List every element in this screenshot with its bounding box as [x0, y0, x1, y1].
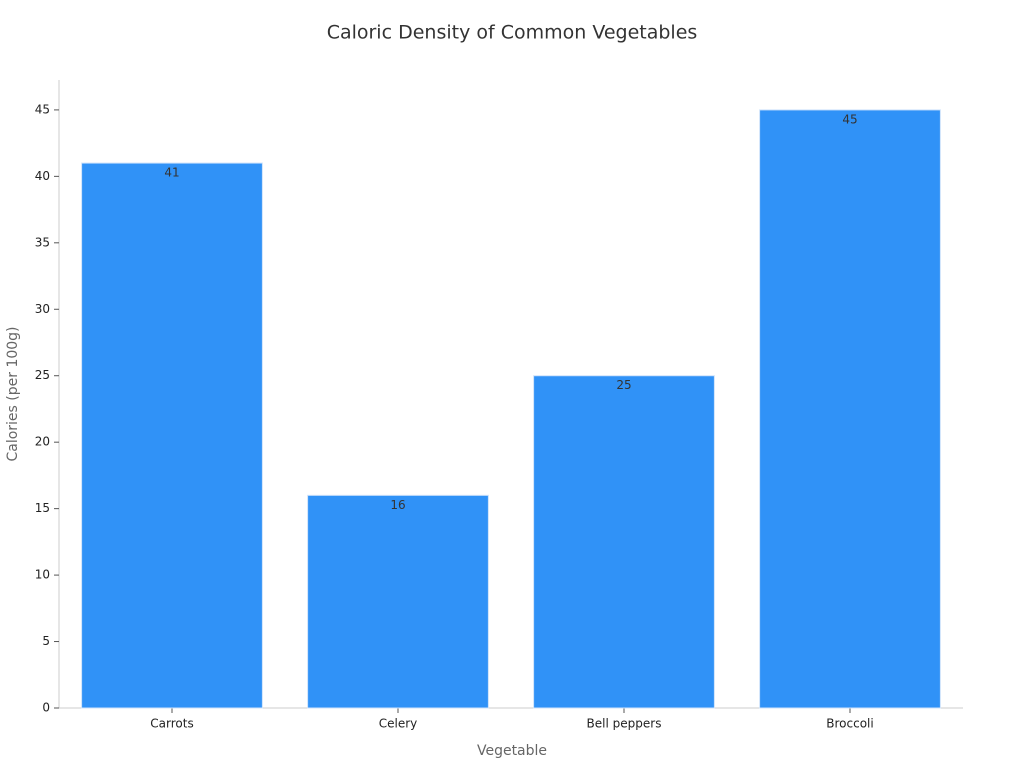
x-tick-label: Carrots [150, 717, 193, 731]
y-tick-label: 30 [35, 302, 50, 316]
y-tick-label: 45 [35, 102, 50, 116]
value-label: 25 [616, 378, 631, 392]
y-tick-label: 15 [35, 501, 50, 515]
y-tick-label: 20 [35, 435, 50, 449]
bar [759, 109, 941, 709]
value-label: 45 [842, 112, 857, 126]
x-tick-label: Bell peppers [587, 717, 662, 731]
value-label: 41 [164, 166, 179, 180]
y-tick-label: 25 [35, 368, 50, 382]
y-tick-label: 40 [35, 169, 50, 183]
bar [81, 162, 263, 709]
y-tick-label: 5 [42, 634, 50, 648]
chart-title: Caloric Density of Common Vegetables [327, 22, 698, 44]
bar [533, 375, 715, 709]
y-tick-label: 0 [42, 701, 50, 715]
bar [307, 494, 489, 709]
y-tick-label: 35 [35, 235, 50, 249]
y-axis-title: Calories (per 100g) [5, 326, 21, 461]
x-tick-label: Celery [379, 717, 418, 731]
x-tick-label: Broccoli [826, 717, 873, 731]
value-label: 16 [390, 498, 405, 512]
y-tick-label: 10 [35, 568, 50, 582]
x-axis-title: Vegetable [477, 743, 547, 759]
